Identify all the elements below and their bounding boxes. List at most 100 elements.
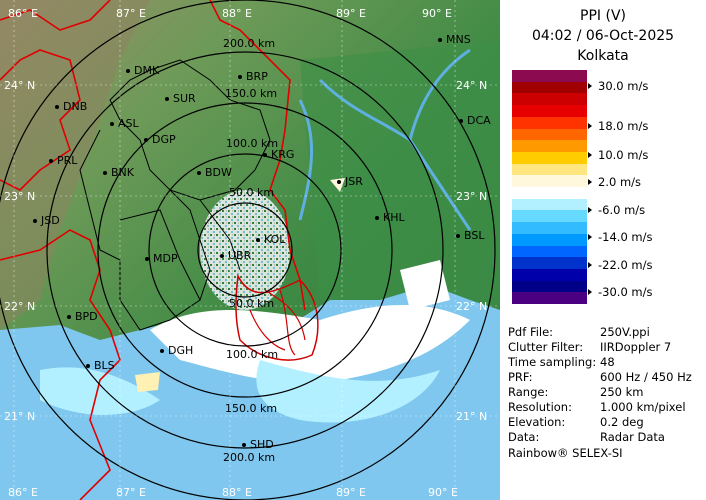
range-label-150-south: 150.0 km — [225, 402, 277, 415]
info-data: Data: Radar Data — [508, 430, 665, 444]
station-bpd: BPD — [75, 310, 98, 323]
lon-label-86-bottom: 86° E — [8, 486, 38, 499]
lat-label-21-right: 21° N — [456, 410, 487, 423]
lon-label-90: 90° E — [422, 7, 452, 20]
info-elevation: Elevation: 0.2 deg — [508, 415, 644, 429]
scale-swatch — [512, 140, 587, 153]
info-panel: PPI (V) 04:02 / 06-Oct-2025 Kolkata 30.0… — [500, 0, 706, 500]
scale-tick-18: 18.0 m/s — [588, 119, 648, 133]
info-prf: PRF: 600 Hz / 450 Hz — [508, 370, 692, 384]
station-dmk: DMK — [134, 64, 160, 77]
station-mdp: MDP — [153, 252, 178, 265]
state-boundary — [0, 0, 306, 500]
scale-swatch — [512, 280, 587, 293]
station-jsd: JSD — [40, 214, 60, 227]
range-label-50-south: 50.0 km — [229, 297, 274, 310]
scale-tick-minus6: -6.0 m/s — [588, 203, 645, 217]
station-bsl: BSL — [464, 229, 485, 242]
plateau-terrain — [0, 0, 150, 330]
info-clutter-filter: Clutter Filter: IIRDoppler 7 — [508, 340, 672, 354]
range-label-200-north: 200.0 km — [223, 37, 275, 50]
info-time-sampling: Time sampling: 48 — [508, 355, 615, 369]
range-label-100-south: 100.0 km — [226, 348, 278, 361]
station-bls: BLS — [94, 359, 115, 372]
district-boundaries — [79, 59, 271, 331]
product-datetime: 04:02 / 06-Oct-2025 — [531, 28, 675, 44]
radar-map: 86° E 87° E 88° E 89° E 90° E 86° E 87° … — [0, 0, 500, 500]
scale-swatch — [512, 187, 587, 200]
lon-label-87: 87° E — [116, 7, 146, 20]
station-kol: KOL — [264, 233, 286, 246]
graticule — [0, 0, 500, 500]
scale-swatch — [512, 245, 587, 258]
lon-label-86: 86° E — [8, 7, 38, 20]
station-mns: MNS — [446, 33, 471, 46]
station-dgp: DGP — [152, 133, 176, 146]
info-range: Range: 250 km — [508, 385, 644, 399]
scale-swatch — [512, 198, 587, 211]
radar-echoes — [40, 178, 470, 423]
scale-tick-minus22: -22.0 m/s — [588, 258, 652, 272]
radar-station: Kolkata — [577, 48, 629, 64]
stations: MNS DMK BRP DNB SUR ASL DGP DCA PRL BNK … — [33, 33, 491, 451]
scale-swatch — [512, 268, 587, 282]
station-sur: SUR — [173, 92, 196, 105]
longitude-labels-bottom: 86° E 87° E 88° E 89° E 90° E — [8, 486, 458, 499]
range-label-100-north: 100.0 km — [226, 137, 278, 150]
lon-label-88-bottom: 88° E — [222, 486, 252, 499]
range-rings — [0, 0, 496, 500]
scale-tick-10: 10.0 m/s — [588, 148, 648, 162]
scale-tick-minus30: -30.0 m/s — [588, 285, 652, 299]
scale-swatch — [512, 210, 587, 223]
station-bdw: BDW — [205, 166, 232, 179]
station-khl: KHL — [383, 211, 405, 224]
station-brp: BRP — [246, 70, 268, 83]
lat-label-23-right: 23° N — [456, 190, 487, 203]
scale-swatch — [512, 151, 587, 165]
station-shd: SHD — [250, 438, 274, 451]
lon-label-87-bottom: 87° E — [116, 486, 146, 499]
lat-label-24-left: 24° N — [4, 79, 35, 92]
lon-label-89-bottom: 89° E — [336, 486, 366, 499]
scale-swatch — [512, 175, 587, 188]
range-label-200-south: 200.0 km — [223, 451, 275, 464]
scale-swatch — [512, 93, 587, 106]
lat-label-22-right: 22° N — [456, 300, 487, 313]
lon-label-89: 89° E — [336, 7, 366, 20]
scale-tick-minus14: -14.0 m/s — [588, 230, 652, 244]
product-title: PPI (V) — [580, 8, 626, 24]
lat-label-24-right: 24° N — [456, 79, 487, 92]
range-label-150-north: 150.0 km — [225, 87, 277, 100]
station-dgh: DGH — [168, 344, 193, 357]
software-credit: Rainbow® SELEX-SI — [508, 446, 623, 460]
scale-tick-30: 30.0 m/s — [588, 79, 648, 93]
color-scale — [512, 70, 587, 305]
station-dnb: DNB — [63, 100, 87, 113]
lon-label-88: 88° E — [222, 7, 252, 20]
lat-label-21-left: 21° N — [4, 410, 35, 423]
info-pdf-file: Pdf File: 250V.ppi — [508, 325, 650, 339]
scale-swatch — [512, 70, 587, 83]
station-dca: DCA — [467, 114, 491, 127]
lowland-terrain — [300, 40, 500, 320]
scale-swatch — [512, 81, 587, 94]
longitude-labels-top: 86° E 87° E 88° E 89° E 90° E — [8, 7, 452, 20]
range-labels: 200.0 km 150.0 km 100.0 km 50.0 km 50.0 … — [223, 37, 278, 464]
range-label-50-north: 50.0 km — [229, 186, 274, 199]
scale-swatch — [512, 233, 587, 246]
station-asl: ASL — [118, 117, 140, 130]
scale-swatch — [512, 105, 587, 118]
lat-label-23-left: 23° N — [4, 190, 35, 203]
station-krg: KRG — [271, 148, 294, 161]
station-bnk: BNK — [111, 166, 135, 179]
station-jsr: JSR — [344, 175, 363, 188]
scale-tick-2: 2.0 m/s — [588, 175, 641, 189]
station-ubr: UBR — [228, 249, 252, 262]
info-resolution: Resolution: 1.000 km/pixel — [508, 400, 686, 414]
scale-swatch — [512, 222, 587, 235]
scale-swatch — [512, 128, 587, 141]
scale-swatch — [512, 116, 587, 129]
lat-label-22-left: 22° N — [4, 300, 35, 313]
scale-swatch — [512, 163, 587, 176]
scale-swatch — [512, 257, 587, 270]
